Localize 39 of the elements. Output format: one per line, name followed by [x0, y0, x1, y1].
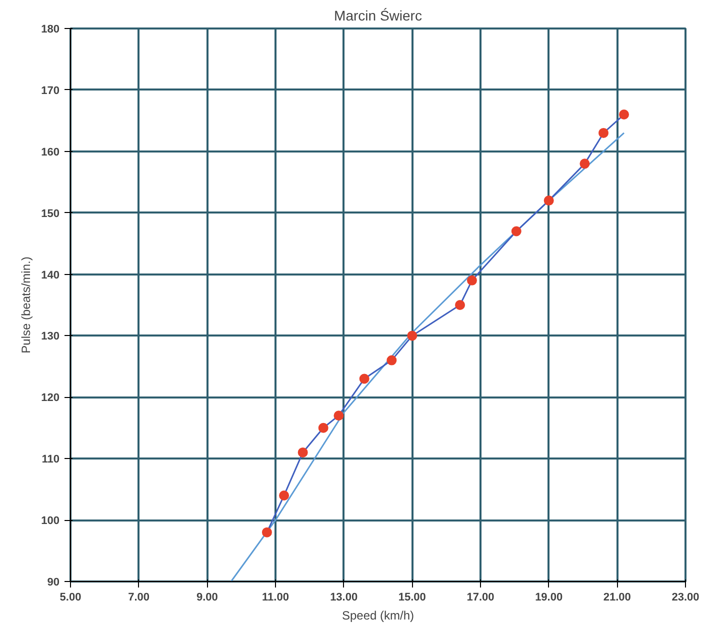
x-tick-label: 9.00: [196, 592, 218, 604]
x-axis-title: Speed (km/h): [342, 608, 414, 622]
point: [318, 422, 328, 433]
point: [407, 330, 418, 341]
point: [279, 490, 290, 500]
point: [359, 374, 370, 384]
point: [298, 447, 308, 458]
x-tick-label: 17.00: [466, 592, 494, 604]
y-tick-label: 160: [41, 146, 60, 158]
point: [466, 275, 477, 286]
y-axis-title: Pulse (beats/min.): [19, 256, 34, 354]
x-tick-label: 13.00: [330, 592, 358, 604]
x-tick-label: 7.00: [128, 592, 150, 604]
x-tick-label: 11.00: [262, 592, 289, 604]
point: [334, 410, 344, 421]
y-tick-label: 140: [41, 269, 60, 282]
y-tick-label: 180: [41, 24, 60, 36]
point: [619, 110, 629, 120]
chart-title: Marcin Świerc: [334, 8, 422, 24]
point: [511, 226, 522, 236]
y-tick-label: 150: [41, 208, 60, 220]
y-tick-label: 100: [41, 515, 60, 528]
y-tick-label: 170: [41, 84, 60, 97]
point: [580, 158, 590, 169]
point: [544, 196, 554, 206]
y-tick-label: 120: [41, 392, 60, 404]
x-tick-label: 21.00: [603, 592, 631, 604]
x-tick-label: 15.00: [398, 592, 426, 604]
point: [386, 355, 397, 366]
point: [262, 527, 272, 538]
y-tick-label: 110: [42, 454, 60, 466]
y-tick-label: 130: [41, 330, 60, 343]
point: [455, 300, 465, 310]
x-tick-label: 5.00: [60, 592, 82, 604]
point: [598, 128, 608, 138]
line-series: [230, 132, 625, 582]
y-tick-label: 90: [47, 576, 60, 588]
x-tick-label: 19.00: [535, 592, 563, 604]
x-tick-label: 23.00: [672, 592, 700, 604]
